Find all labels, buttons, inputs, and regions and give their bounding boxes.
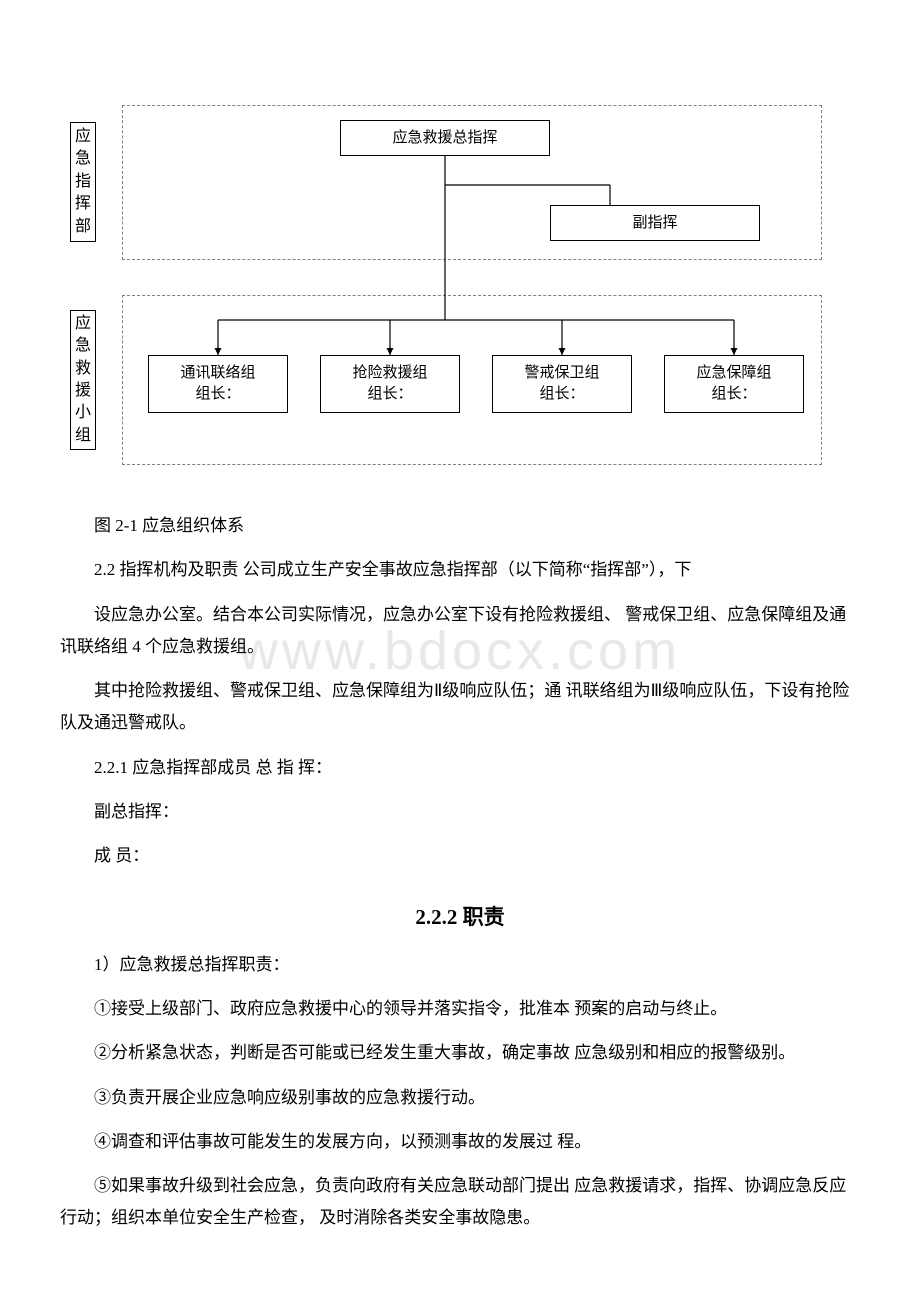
para-duty-item-3: ③负责开展企业应急响应级别事故的应急救援行动。 xyxy=(60,1082,860,1114)
node-g2-line2: 组长： xyxy=(367,384,412,405)
node-group-guard: 警戒保卫组 组长： xyxy=(492,355,632,413)
org-chart: 应 急 指 挥 部 应 急 救 援 小 组 应急救援总指挥 副指挥 通讯联络组 … xyxy=(60,100,860,480)
para-duty-1: 1）应急救援总指挥职责： xyxy=(60,949,860,981)
node-g2-line1: 抢险救援组 xyxy=(352,363,427,384)
para-duty-item-1: ①接受上级部门、政府应急救援中心的领导并落实指令，批准本 预案的启动与终止。 xyxy=(60,993,860,1025)
node-g3-line1: 警戒保卫组 xyxy=(524,363,599,384)
node-g3-line2: 组长： xyxy=(539,384,584,405)
para-duty-item-2: ②分析紧急状态，判断是否可能或已经发生重大事故，确定事故 应急级别和相应的报警级… xyxy=(60,1037,860,1069)
node-g1-line1: 通讯联络组 xyxy=(180,363,255,384)
side-label-teams: 应 急 救 援 小 组 xyxy=(70,310,96,450)
para-duty-item-5: ⑤如果事故升级到社会应急，负责向政府有关应急联动部门提出 应急救援请求，指挥、协… xyxy=(60,1170,860,1235)
node-group-support: 应急保障组 组长： xyxy=(664,355,804,413)
heading-2-2-2: 2.2.2 职责 xyxy=(60,901,860,931)
para-2-2-1-members-cmd: 2.2.1 应急指挥部成员 总 指 挥： xyxy=(60,752,860,784)
node-g4-line2: 组长： xyxy=(711,384,756,405)
node-g4-line1: 应急保障组 xyxy=(696,363,771,384)
node-g1-line2: 组长： xyxy=(195,384,240,405)
node-commander-line1: 应急救援总指挥 xyxy=(392,128,497,149)
side-label-hq-text: 应 急 指 挥 部 xyxy=(75,126,91,238)
side-label-hq: 应 急 指 挥 部 xyxy=(70,122,96,242)
node-commander: 应急救援总指挥 xyxy=(340,120,550,156)
para-2-2-levels: 其中抢险救援组、警戒保卫组、应急保障组为Ⅱ级响应队伍；通 讯联络组为Ⅲ级响应队伍… xyxy=(60,675,860,740)
para-2-2-1-vice: 副总指挥： xyxy=(60,796,860,828)
node-vice: 副指挥 xyxy=(550,205,760,241)
side-label-teams-text: 应 急 救 援 小 组 xyxy=(75,313,91,447)
para-2-2-1-members: 成 员： xyxy=(60,840,860,872)
page-content: 应 急 指 挥 部 应 急 救 援 小 组 应急救援总指挥 副指挥 通讯联络组 … xyxy=(60,100,860,1235)
node-vice-line1: 副指挥 xyxy=(632,213,677,234)
node-group-communication: 通讯联络组 组长： xyxy=(148,355,288,413)
para-2-2-intro-b: 设应急办公室。结合本公司实际情况，应急办公室下设有抢险救援组、 警戒保卫组、应急… xyxy=(60,599,860,664)
node-group-rescue: 抢险救援组 组长： xyxy=(320,355,460,413)
para-2-2-intro-a: 2.2 指挥机构及职责 公司成立生产安全事故应急指挥部（以下简称“指挥部”），下 xyxy=(60,554,860,586)
para-duty-item-4: ④调查和评估事故可能发生的发展方向，以预测事故的发展过 程。 xyxy=(60,1126,860,1158)
figure-caption: 图 2-1 应急组织体系 xyxy=(60,510,860,542)
